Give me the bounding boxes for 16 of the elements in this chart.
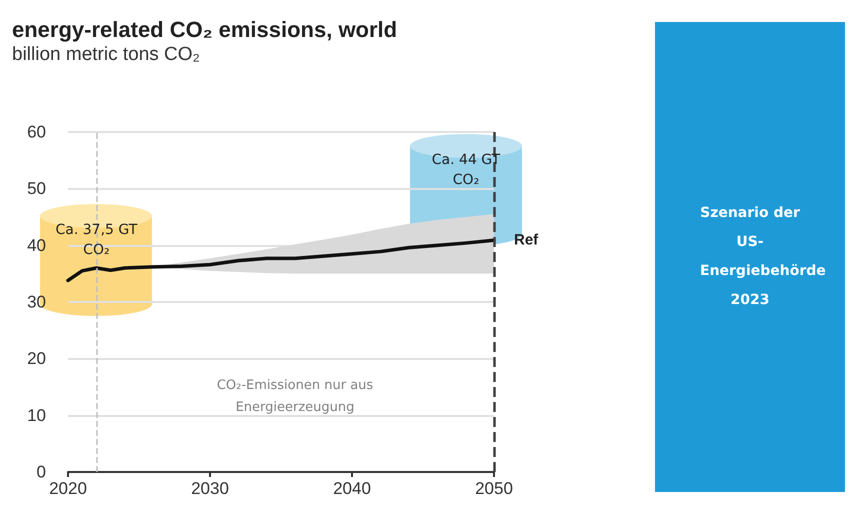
y-tick-label: 0	[36, 462, 46, 482]
annotation: Ca. 37,5 GT CO₂	[54, 220, 138, 260]
y-tick-label: 10	[27, 406, 46, 425]
annotation: CO₂-Emissionen nur aus Energieerzeugung	[216, 377, 374, 417]
chart-subtitle: billion metric tons CO₂	[12, 44, 201, 66]
x-tick-label: 2050	[475, 479, 513, 498]
y-tick-label: 20	[27, 349, 46, 368]
info-panel: Szenario der US-Energiebehörde 2023	[655, 22, 845, 492]
x-tick-label: 2030	[191, 479, 229, 498]
x-tick-label: 2040	[333, 479, 371, 498]
x-tick-label: 2020	[49, 479, 87, 498]
chart-title: energy-related CO₂ emissions, world	[12, 17, 398, 42]
series-label: Ref	[514, 232, 540, 249]
y-tick-label: 50	[27, 179, 46, 198]
y-tick-label: 60	[27, 122, 46, 142]
annotation: Ca. 44 GT CO₂	[430, 151, 502, 190]
